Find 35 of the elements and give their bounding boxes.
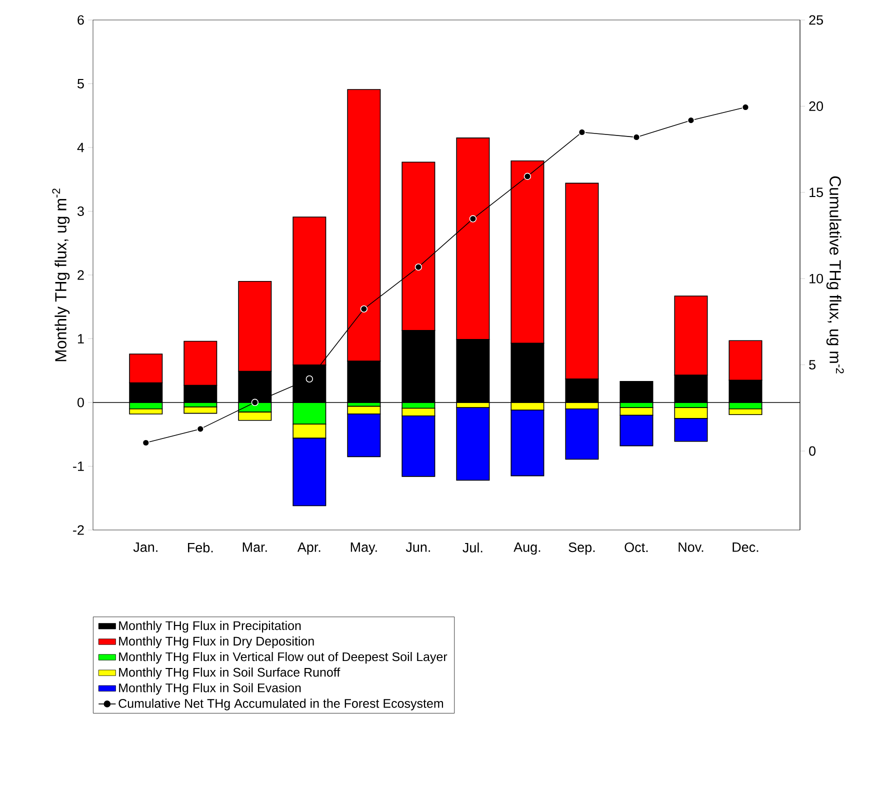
x-tick-label: Mar. bbox=[242, 542, 267, 552]
x-tick-label: Jul. bbox=[462, 542, 482, 552]
y-axis-title: Monthly THg flux, ug m$^{-2}$ bbox=[52, 188, 70, 362]
y2-tick-label: 5 bbox=[809, 360, 816, 370]
x-tick-label: Apr. bbox=[297, 542, 320, 555]
y-tick-label: 5 bbox=[77, 79, 84, 88]
y2-axis-title: Cumulative THg flux, ug m$^{-2}$ bbox=[826, 176, 844, 374]
y-tick-label: 6 bbox=[78, 15, 84, 25]
x-tick-label: Sep. bbox=[568, 542, 595, 555]
x-tick-label: Aug. bbox=[514, 542, 540, 555]
legend-label: Monthly THg Flux in Soil Evasion bbox=[119, 683, 301, 695]
legend-label: Monthly THg Flux in Vertical Flow out of Deepest Soil Layer bbox=[119, 652, 448, 664]
legend-label: Monthly THg Flux in Precipitation bbox=[119, 620, 301, 633]
y-tick-label: 4 bbox=[77, 142, 84, 152]
y-tick-label: 2 bbox=[78, 270, 84, 280]
y-tick-label: 0 bbox=[77, 398, 84, 408]
y2-tick-label: 20 bbox=[809, 101, 824, 111]
x-tick-label: Feb. bbox=[188, 542, 213, 552]
y2-tick-label: 10 bbox=[810, 274, 824, 284]
x-tick-label: Jan. bbox=[133, 542, 158, 552]
x-tick-label: Nov. bbox=[678, 542, 704, 552]
y-tick-label: 1 bbox=[78, 334, 84, 344]
x-tick-label: Oct. bbox=[624, 542, 648, 552]
y2-tick-label: 0 bbox=[809, 446, 816, 456]
y2-tick-label: 25 bbox=[809, 15, 823, 25]
y-tick-label: -1 bbox=[73, 462, 84, 471]
y-tick-label: -2 bbox=[73, 525, 84, 535]
legend-label: Cumulative Net THg Accumulated in the Forest Ecosystem bbox=[118, 698, 444, 710]
legend-label: Monthly THg Flux in Dry Deposition bbox=[119, 636, 314, 648]
y2-tick-label: 15 bbox=[810, 188, 823, 198]
y-tick-label: 3 bbox=[77, 206, 84, 216]
x-tick-label: Jun. bbox=[406, 542, 430, 552]
legend-label: Monthly THg Flux in Soil Surface Runoff bbox=[119, 668, 340, 680]
x-tick-label: Dec. bbox=[732, 542, 758, 552]
x-tick-label: May. bbox=[350, 542, 377, 555]
